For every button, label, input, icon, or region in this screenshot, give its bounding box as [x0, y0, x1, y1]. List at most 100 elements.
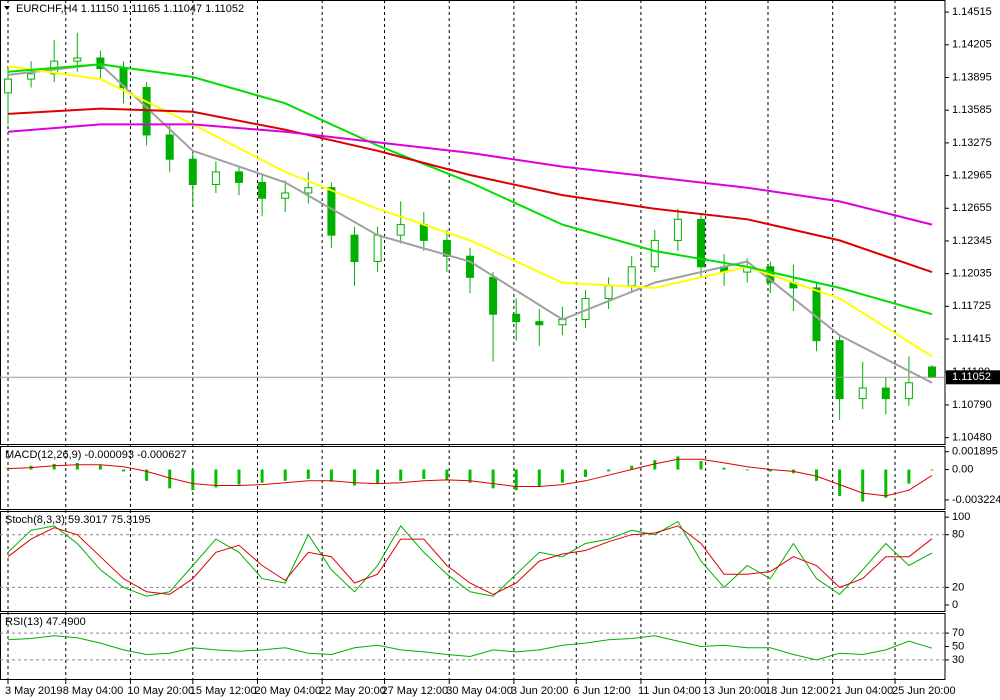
y-tick-label: 1.10790: [952, 399, 992, 411]
macd-bar: [214, 469, 218, 488]
macd-bar: [745, 469, 749, 471]
y-tick-label: 1.13585: [952, 104, 992, 116]
macd-bar: [399, 469, 403, 481]
x-tick-label: 8 May 04:00: [63, 685, 124, 697]
indicator-line: [7, 458, 933, 497]
indicator-line: [7, 65, 933, 358]
candle-body: [881, 387, 890, 400]
candle-body: [281, 192, 290, 199]
y-tick-label: 1.11415: [952, 333, 991, 345]
x-tick-label: 25 Jun 20:00: [892, 685, 956, 697]
macd-bar: [445, 469, 449, 480]
y-tick-label: 1.11725: [952, 300, 991, 312]
macd-bar: [306, 469, 310, 479]
macd-bar: [98, 464, 102, 470]
candle-body: [627, 266, 636, 287]
x-tick-label: 10 May 20:00: [127, 685, 194, 697]
macd-bar: [52, 463, 56, 470]
y-tick-label: 1.12345: [952, 235, 992, 247]
macd-bar: [122, 469, 125, 472]
candle-body: [835, 340, 844, 400]
macd-bar: [491, 469, 495, 489]
candle-body: [373, 234, 382, 263]
candle-body: [604, 285, 613, 299]
macd-bar: [768, 469, 772, 472]
macd-bar: [722, 467, 726, 470]
macd-bar: [607, 469, 611, 472]
panel-title: Stoch(8,3,3) 59.3017 75.3195: [5, 514, 151, 526]
indicator-line: [7, 525, 933, 595]
macd-bar: [584, 469, 587, 478]
candle-body: [27, 73, 36, 80]
y-tick-label: 1.12035: [952, 268, 992, 280]
current-price-box: [946, 370, 1000, 385]
macd-bar: [75, 462, 79, 470]
x-tick-label: 6 Jun 12:00: [573, 685, 631, 697]
y-tick-label: 0.00: [952, 463, 973, 475]
x-tick-label: 11 Jun 04:00: [638, 685, 701, 697]
macd-bar: [376, 469, 380, 484]
macd-bar: [537, 469, 541, 487]
candle-body: [350, 234, 359, 263]
y-tick-label: 1.14205: [952, 39, 992, 51]
candle-body: [673, 218, 682, 241]
x-tick-label: 18 Jun 12:00: [765, 685, 829, 697]
y-tick-label: 70: [952, 627, 964, 639]
x-tick-label: 21 Jun 04:00: [830, 685, 894, 697]
y-tick-label: 1.13275: [952, 137, 992, 149]
x-tick-label: 15 May 12:00: [190, 685, 257, 697]
panel-title: EURCHF,H4 1.11150 1.11165 1.11047 1.1105…: [16, 3, 244, 15]
indicator-line: [7, 63, 933, 316]
macd-bar: [838, 469, 842, 496]
y-tick-label: 80: [952, 529, 964, 541]
candle-body: [396, 224, 405, 236]
macd-bar: [560, 469, 564, 483]
candle-body: [327, 187, 336, 236]
candle-body: [650, 239, 659, 268]
indicator-line: [7, 107, 933, 274]
macd-bar: [861, 469, 865, 502]
macd-bar: [353, 469, 356, 486]
y-tick-label: 30: [952, 654, 964, 666]
macd-bar: [145, 469, 149, 481]
y-tick-label: 20: [952, 581, 964, 593]
y-tick-label: 1.12965: [952, 169, 992, 181]
candle-body: [119, 68, 128, 89]
y-tick-label: 50: [952, 640, 964, 652]
macd-bar: [468, 469, 472, 483]
candle-body: [304, 187, 313, 194]
x-tick-label: 30 May 04:00: [446, 685, 513, 697]
indicator-line: [7, 63, 933, 384]
macd-bar: [815, 469, 818, 481]
x-tick-label: 20 May 04:00: [254, 685, 321, 697]
y-tick-label: 1.13895: [952, 71, 992, 83]
candle-body: [73, 57, 82, 62]
candle-body: [188, 158, 197, 186]
candle-body: [512, 313, 521, 323]
candle-body: [4, 78, 12, 94]
macd-bar: [930, 469, 934, 471]
y-tick-label: 1.14515: [952, 6, 992, 18]
candle-body: [489, 276, 498, 315]
y-tick-label: 0: [952, 599, 958, 611]
candle-body: [904, 382, 913, 400]
macd-bar: [191, 469, 195, 491]
x-tick-label: 13 Jun 20:00: [703, 685, 767, 697]
macd-bar: [514, 469, 518, 491]
indicator-line: [7, 635, 933, 661]
y-tick-label: 100: [952, 511, 970, 523]
candle-body: [96, 57, 105, 70]
y-tick-label: 0.001895: [952, 446, 998, 458]
candle-body: [258, 181, 267, 199]
candle-body: [211, 171, 220, 186]
y-tick-label: -0.003224: [952, 494, 1000, 506]
macd-bar: [907, 469, 911, 484]
macd-bar: [237, 469, 241, 485]
candle-body: [419, 224, 428, 241]
current-price-label: 1.11052: [952, 371, 991, 383]
x-tick-label: 22 May 20:00: [319, 685, 386, 697]
macd-bar: [884, 469, 888, 498]
panel-title: MACD(12,26,9) -0.000093 -0.000627: [5, 449, 187, 461]
